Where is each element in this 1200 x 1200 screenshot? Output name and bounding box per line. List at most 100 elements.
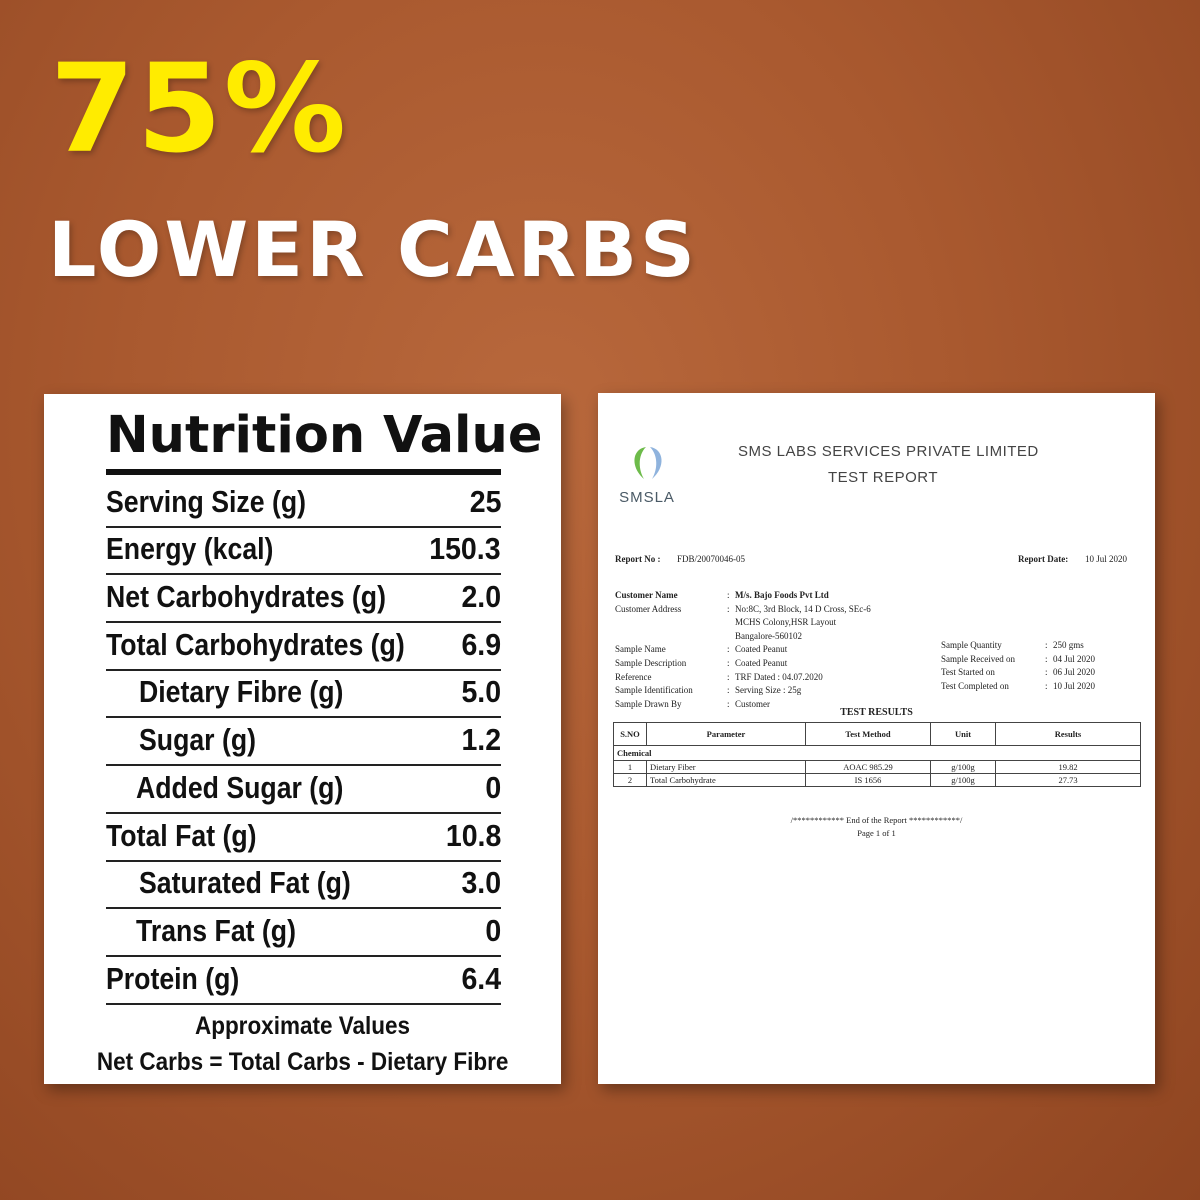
nutrition-label: Total Carbohydrates (g) [106, 626, 405, 662]
table-row: 2 Total Carbohydrate IS 1656 g/100g 27.7… [613, 773, 1141, 787]
nutrition-value: 3.0 [461, 865, 501, 901]
nutrition-value-card: Nutrition Value Serving Size (g) 25 Energ… [44, 394, 561, 1084]
nutrition-row-trans-fat: Trans Fat (g) 0 [106, 909, 501, 957]
field-label: Sample Received on [941, 653, 1015, 664]
sample-received-value: 04 Jul 2020 [1053, 653, 1096, 664]
nutrition-value: 0 [485, 912, 501, 948]
nutrition-row-dietary-fibre: Dietary Fibre (g) 5.0 [106, 671, 501, 719]
field-label: Reference [615, 671, 652, 682]
report-no-label: Report No : [615, 554, 661, 564]
smsla-logo-icon [634, 445, 662, 482]
nutrition-row-energy: Energy (kcal) 150.3 [106, 528, 501, 576]
end-of-report: /************ End of the Report ********… [598, 814, 1155, 840]
page-number: Page 1 of 1 [857, 828, 896, 838]
cell-unit: g/100g [930, 760, 996, 774]
address-line: Bangalore-560102 [735, 630, 802, 641]
headline-lower-carbs: LOWER CARBS [48, 205, 698, 294]
nutrition-label: Added Sugar (g) [136, 769, 344, 805]
cell-parameter: Total Carbohydrate [646, 773, 806, 787]
nutrition-row-total-fat: Total Fat (g) 10.8 [106, 814, 501, 862]
sample-drawn-by-value: Customer [735, 698, 770, 709]
net-carbs-formula-note: Net Carbs = Total Carbs - Dietary Fibre [44, 1048, 561, 1077]
nutrition-value: 0 [485, 769, 501, 805]
cell-result: 27.73 [995, 773, 1141, 787]
field-colons: :::: [1045, 640, 1048, 691]
nutrition-value: 6.4 [461, 960, 501, 996]
nutrition-label: Sugar (g) [139, 722, 257, 758]
sample-name-value: Coated Peanut [735, 644, 788, 655]
report-no-value: FDB/20070046-05 [677, 554, 746, 564]
logo-text: SMSLA [619, 489, 675, 506]
nutrition-label: Saturated Fat (g) [139, 865, 351, 901]
nutrition-row-added-sugar: Added Sugar (g) 0 [106, 766, 501, 814]
customer-name-value: M/s. Bajo Foods Pvt Ltd [735, 590, 829, 600]
nutrition-row-serving-size: Serving Size (g) 25 [106, 480, 501, 528]
nutrition-value: 5.0 [461, 674, 501, 710]
field-label: Test Completed on [941, 680, 1009, 691]
nutrition-title: Nutrition Value [106, 406, 543, 465]
title-divider [106, 469, 501, 475]
approximate-values-note: Approximate Values [44, 1012, 561, 1041]
report-date-value: 10 Jul 2020 [1085, 554, 1128, 564]
nutrition-label: Serving Size (g) [106, 483, 306, 519]
nutrition-label: Net Carbohydrates (g) [106, 579, 386, 615]
nutrition-row-total-carbohydrates: Total Carbohydrates (g) 6.9 [106, 623, 501, 671]
field-label: Test Started on [941, 667, 995, 678]
table-row: 1 Dietary Fiber AOAC 985.29 g/100g 19.82 [613, 760, 1141, 774]
nutrition-label: Total Fat (g) [106, 817, 257, 853]
footnote-text: Approximate Values [194, 1012, 411, 1040]
nutrition-label: Protein (g) [106, 960, 240, 996]
test-results-title: TEST RESULTS [840, 707, 913, 718]
column-header: Parameter [646, 722, 806, 746]
field-label: Sample Name [615, 644, 666, 655]
report-date-label: Report Date: [1018, 554, 1069, 564]
customer-field-labels: Customer Name Customer Address Sample Na… [615, 589, 693, 711]
nutrition-value: 1.2 [461, 722, 501, 758]
end-of-report-text: /************ End of the Report ********… [790, 815, 963, 825]
cell-unit: g/100g [930, 773, 996, 787]
column-header: S.NO [613, 722, 647, 746]
nutrition-value: 10.8 [445, 817, 501, 853]
nutrition-row-protein: Protein (g) 6.4 [106, 957, 501, 1005]
field-colons: :: ::::: [727, 590, 730, 709]
nutrition-rows: Serving Size (g) 25 Energy (kcal) 150.3 Ne… [106, 480, 501, 1005]
column-header: Test Method [805, 722, 931, 746]
lab-company-name: SMS LABS SERVICES PRIVATE LIMITED [738, 443, 1039, 460]
table-header-row: S.NO Parameter Test Method Unit Results [613, 722, 1141, 746]
cell-parameter: Dietary Fiber [646, 760, 806, 774]
lab-test-report: SMSLA SMS LABS SERVICES PRIVATE LIMITED … [598, 393, 1155, 1084]
section-label: Chemical [613, 745, 1141, 761]
nutrition-row-net-carbohydrates: Net Carbohydrates (g) 2.0 [106, 575, 501, 624]
address-line: MCHS Colony,HSR Layout [735, 617, 837, 628]
test-completed-value: 10 Jul 2020 [1053, 680, 1096, 691]
test-started-value: 06 Jul 2020 [1053, 667, 1096, 678]
cell-result: 19.82 [995, 760, 1141, 774]
cell-method: AOAC 985.29 [805, 760, 931, 774]
field-label: Customer Address [615, 603, 682, 614]
customer-field-values: M/s. Bajo Foods Pvt Ltd No:8C, 3rd Block… [735, 589, 871, 711]
nutrition-label: Trans Fat (g) [136, 912, 296, 948]
reference-value: TRF Dated : 04.07.2020 [735, 671, 823, 682]
field-label: Sample Description [615, 657, 687, 668]
nutrition-value: 6.9 [461, 626, 501, 662]
cell-sno: 1 [613, 760, 647, 774]
nutrition-value: 25 [469, 483, 501, 519]
nutrition-row-sugar: Sugar (g) 1.2 [106, 718, 501, 767]
sample-date-values: 250 gms 04 Jul 2020 06 Jul 2020 10 Jul 2… [1053, 639, 1095, 693]
report-title: TEST REPORT [828, 469, 938, 486]
sample-quantity-value: 250 gms [1053, 640, 1084, 650]
footnote-text: Net Carbs = Total Carbs - Dietary Fibre [96, 1048, 509, 1076]
field-label: Sample Drawn By [615, 698, 682, 709]
cell-sno: 2 [613, 773, 647, 787]
headline-percentage: 75% [50, 38, 349, 180]
field-label: Customer Name [615, 590, 678, 600]
test-results-table: S.NO Parameter Test Method Unit Results … [613, 722, 1141, 787]
field-label: Sample Identification [615, 685, 693, 696]
nutrition-row-saturated-fat: Saturated Fat (g) 3.0 [106, 862, 501, 910]
nutrition-value: 2.0 [461, 579, 501, 615]
nutrition-label: Energy (kcal) [106, 531, 274, 567]
column-header: Results [995, 722, 1141, 746]
sample-identification-value: Serving Size : 25g [735, 685, 802, 696]
sample-date-labels: Sample Quantity Sample Received on Test … [941, 639, 1015, 693]
nutrition-label: Dietary Fibre (g) [139, 674, 344, 710]
